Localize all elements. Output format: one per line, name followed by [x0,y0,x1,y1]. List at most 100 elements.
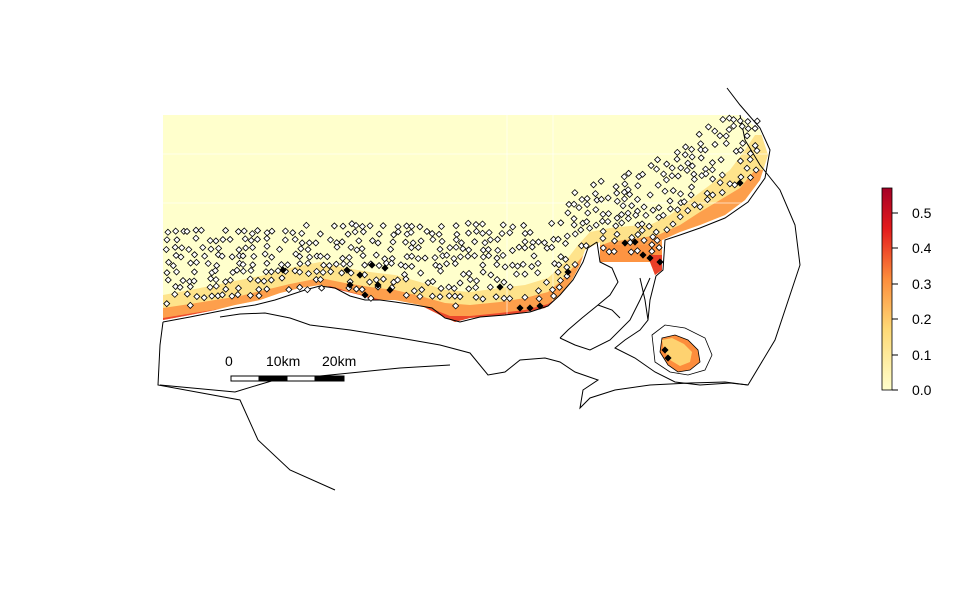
survey-point-marker [649,233,657,241]
survey-point-marker [281,227,290,235]
survey-point-marker [379,275,387,283]
survey-point-marker [506,283,514,291]
survey-point-marker [613,230,621,238]
probability-raster [163,115,768,322]
survey-point-marker [333,243,341,251]
survey-point-marker [628,233,636,242]
survey-point-marker [561,239,570,247]
survey-point-marker [634,230,642,239]
survey-point-marker [521,244,529,252]
survey-point-marker [418,286,426,294]
survey-point-marker [372,251,380,259]
detection-marker [279,266,287,274]
detection-marker [361,291,369,299]
survey-point-marker [731,181,739,189]
survey-point-marker [696,203,704,211]
survey-point-marker [193,292,201,301]
survey-point-marker [438,237,446,245]
detection-marker [536,302,544,310]
survey-point-marker [655,244,663,252]
survey-point-marker [494,246,502,254]
survey-point-marker [260,277,268,285]
survey-point-marker [165,258,173,266]
survey-point-marker [344,230,352,238]
survey-point-marker [268,253,276,261]
survey-point-marker [583,218,591,226]
survey-point-marker [365,278,374,286]
survey-point-marker [358,245,366,253]
survey-point-marker [691,201,699,209]
detection-marker [526,304,534,312]
survey-point-marker [725,125,733,134]
survey-point-marker [379,222,387,230]
survey-point-marker [173,236,181,244]
survey-point-marker [648,247,656,255]
survey-point-marker [739,139,747,147]
detection-marker [386,286,394,294]
survey-point-marker [479,295,487,303]
survey-point-marker [164,228,172,236]
detection-marker [564,268,572,276]
survey-point-marker [443,251,451,259]
survey-point-marker [187,259,195,267]
survey-point-marker [591,190,599,198]
survey-point-marker [563,232,571,240]
survey-point-marker [459,245,467,253]
survey-point-marker [281,236,289,244]
survey-point-marker [291,235,299,243]
survey-point-marker [687,191,695,199]
survey-point-marker [249,261,257,269]
detection-marker [646,254,654,262]
detection-marker [736,179,744,187]
survey-point-marker [711,127,719,135]
legend-tick-0-2: 0.2 [912,311,932,327]
survey-point-marker [613,189,621,197]
survey-point-marker [326,236,335,244]
survey-point-marker [744,117,752,126]
survey-point-marker [743,132,751,140]
survey-point-marker [571,230,579,238]
detection-marker [661,346,669,354]
survey-point-marker [638,170,647,178]
survey-point-marker [374,239,382,247]
survey-point-marker [708,166,716,174]
survey-point-marker [452,302,460,310]
survey-point-marker [437,284,445,293]
survey-point-marker [192,226,200,234]
survey-point-marker [179,276,187,285]
survey-point-marker [653,236,661,244]
survey-point-marker [389,238,397,246]
survey-point-marker [211,267,219,275]
survey-point-marker [638,220,646,228]
survey-point-marker [521,270,529,278]
survey-point-marker [690,175,698,183]
survey-point-marker [339,222,347,230]
survey-point-marker [297,245,305,253]
survey-point-marker [465,285,473,293]
legend-tick-0-1: 0.1 [912,347,932,363]
survey-point-marker [528,243,536,251]
survey-point-marker [416,292,424,301]
survey-point-marker [620,195,629,203]
survey-point-marker [247,236,255,245]
legend-tick-0-3: 0.3 [912,276,932,292]
survey-point-marker [359,228,367,236]
survey-point-marker [162,245,170,254]
survey-point-marker [605,248,613,256]
survey-point-marker [722,132,730,140]
survey-point-marker [284,261,292,269]
color-legend: 0.5 0.4 0.3 0.2 0.1 0.0 [881,187,932,398]
survey-point-marker [164,276,172,284]
survey-point-marker [192,258,201,266]
survey-point-marker [464,229,473,237]
survey-point-marker [313,267,321,275]
survey-point-marker [222,226,230,234]
survey-point-marker [716,179,724,187]
scale-segment-1 [230,375,260,382]
survey-point-marker [366,222,374,230]
survey-point-marker [589,181,598,189]
survey-point-marker [296,252,304,261]
survey-point-marker [534,287,543,295]
survey-point-marker [375,261,383,270]
survey-point-marker [632,211,640,219]
